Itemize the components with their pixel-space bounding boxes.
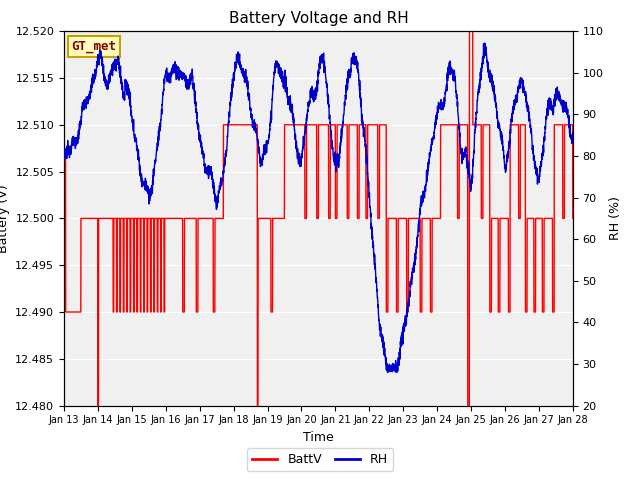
Text: GT_met: GT_met [72,40,116,53]
Y-axis label: Battery (V): Battery (V) [0,184,10,252]
Legend: BattV, RH: BattV, RH [248,448,392,471]
X-axis label: Time: Time [303,431,334,444]
Title: Battery Voltage and RH: Battery Voltage and RH [228,11,408,26]
Y-axis label: RH (%): RH (%) [609,196,622,240]
